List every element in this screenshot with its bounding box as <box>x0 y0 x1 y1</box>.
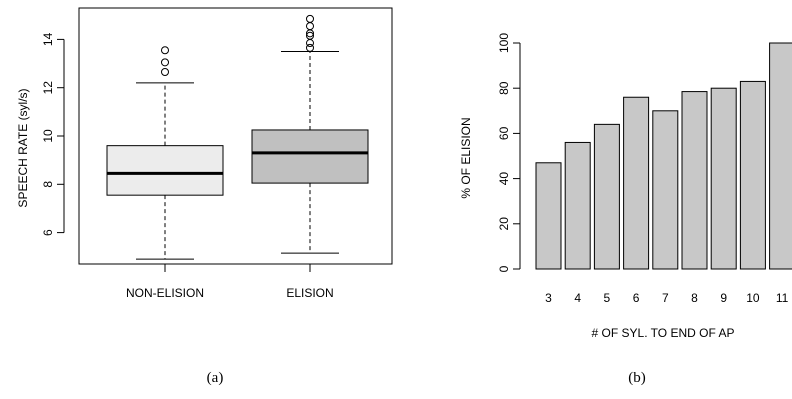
barchart-x-axis-title: # OF SYL. TO END OF AP <box>592 326 735 340</box>
panel-a-caption: (a) <box>207 370 224 386</box>
barchart-x-tick-label: 9 <box>720 291 727 305</box>
boxplot-outlier-point <box>306 31 314 40</box>
boxplot-outlier-point <box>306 14 314 23</box>
barchart-y-tick-label: 40 <box>497 172 511 186</box>
barchart-y-axis-title: % OF ELISION <box>459 117 473 198</box>
boxplot-iqr-box <box>106 145 224 196</box>
barchart-y-tick-label: 20 <box>497 217 511 231</box>
boxplot-outlier-point <box>161 68 169 76</box>
barchart-y-tick-label: 100 <box>497 33 511 53</box>
boxplot-y-axis: 6 8 10 12 14 <box>41 32 65 236</box>
barchart-y-axis: 0 20 40 60 80 100 <box>497 33 521 272</box>
boxplot-x-tick-label: NON-ELISION <box>126 286 204 300</box>
barchart-x-axis: 3 4 5 6 7 8 9 10 11 <box>545 291 788 305</box>
barchart-bar-8 <box>681 91 708 270</box>
barchart-x-tick-label: 6 <box>633 291 640 305</box>
boxplot-boxes <box>106 14 369 260</box>
boxplot-y-tick-label: 8 <box>41 181 55 188</box>
panel-b-caption: (b) <box>628 370 646 386</box>
barchart-bar-5 <box>593 123 620 270</box>
boxplot-x-tick-label: ELISION <box>286 286 333 300</box>
barchart-x-tick-label: 3 <box>545 291 552 305</box>
barchart-panel: 0 20 40 60 80 100 3 4 5 6 7 8 9 10 11 % OF ELISION # … <box>459 33 792 386</box>
boxplot-outlier-point <box>161 58 169 67</box>
boxplot-panel: 6 8 10 12 14 NON-ELISION ELISION SPEECH RATE … <box>16 7 393 386</box>
barchart-bars <box>535 42 792 270</box>
barchart-bar-11 <box>769 42 792 270</box>
boxplot-outlier-point <box>161 46 169 55</box>
barchart-bar-9 <box>710 87 737 270</box>
boxplot-y-tick-label: 6 <box>41 229 55 236</box>
barchart-bar-3 <box>535 162 562 270</box>
boxplot-x-axis: NON-ELISION ELISION <box>126 263 334 300</box>
barchart-bar-7 <box>652 110 679 270</box>
boxplot-outlier-point <box>306 22 314 31</box>
boxplot-y-axis-title: SPEECH RATE (syl/s) <box>16 88 30 207</box>
boxplot-outlier-point <box>306 39 314 48</box>
barchart-x-tick-label: 8 <box>691 291 698 305</box>
boxplot-y-tick-label: 12 <box>41 81 55 95</box>
barchart-x-tick-label: 5 <box>604 291 611 305</box>
barchart-bar-6 <box>623 96 650 270</box>
barchart-x-tick-label: 11 <box>776 291 789 305</box>
boxplot-y-tick-label: 14 <box>41 32 55 46</box>
barchart-y-tick-label: 60 <box>497 126 511 140</box>
barchart-bar-4 <box>564 141 591 270</box>
boxplot-box-non-elision <box>106 46 224 260</box>
barchart-x-tick-label: 7 <box>662 291 669 305</box>
boxplot-outlier-point <box>306 43 314 52</box>
barchart-x-tick-label: 10 <box>746 291 760 305</box>
barchart-x-tick-label: 4 <box>574 291 581 305</box>
boxplot-y-tick-label: 10 <box>41 129 55 143</box>
barchart-y-tick-label: 80 <box>497 81 511 95</box>
boxplot-box-elision <box>251 14 369 254</box>
barchart-bar-10 <box>739 80 766 270</box>
barchart-y-tick-label: 0 <box>497 265 511 272</box>
boxplot-iqr-box <box>251 129 369 184</box>
